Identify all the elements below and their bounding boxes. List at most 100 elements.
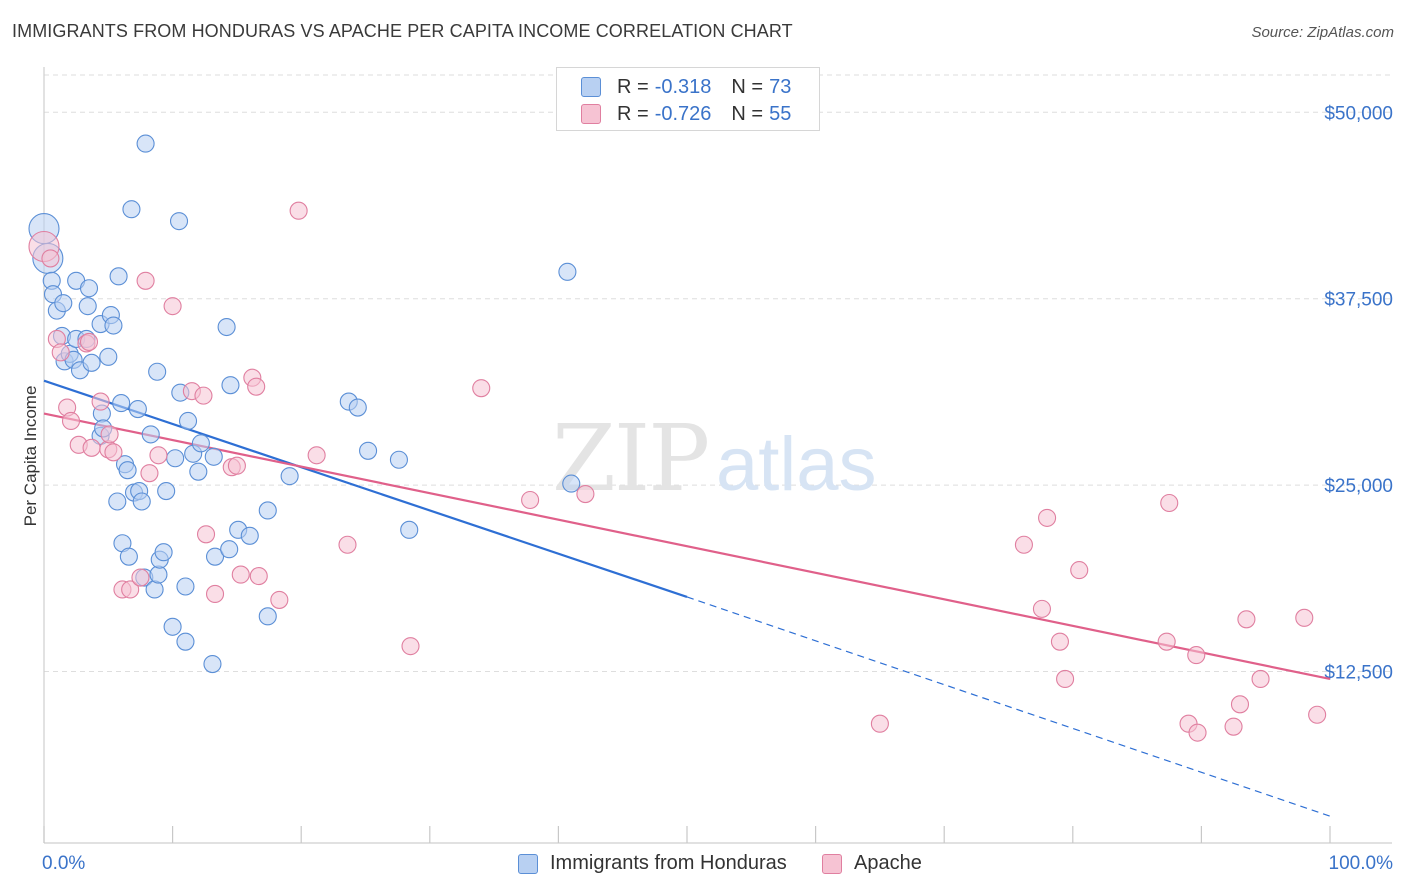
apache-point xyxy=(196,525,216,544)
apache-point xyxy=(1188,723,1207,742)
honduras-point xyxy=(104,316,123,335)
legend-swatch-blue xyxy=(518,853,538,874)
honduras-point xyxy=(78,297,97,316)
apache-point xyxy=(82,438,101,457)
apache-point xyxy=(270,590,289,609)
honduras-point xyxy=(112,394,131,413)
honduras-point xyxy=(108,492,127,511)
apache-point xyxy=(289,201,308,220)
honduras-point xyxy=(191,434,210,453)
legend-r-label: R = xyxy=(617,75,649,98)
apache-point xyxy=(1251,669,1270,689)
honduras-point xyxy=(118,461,137,480)
apache-point xyxy=(1032,599,1051,618)
honduras-point xyxy=(205,547,225,566)
apache-point xyxy=(149,446,168,465)
legend-row-apache: R = -0.726 N = 55 xyxy=(581,101,791,127)
apache-point xyxy=(140,464,159,483)
honduras-point xyxy=(389,450,408,469)
apache-point xyxy=(227,456,246,475)
y-tick-label: $37,500 xyxy=(1324,290,1393,311)
apache-point xyxy=(1237,610,1256,629)
legend-r-value: -0.726 xyxy=(654,102,712,125)
honduras-point xyxy=(169,212,189,231)
chart-title: IMMIGRANTS FROM HONDURAS VS APACHE PER C… xyxy=(12,21,793,41)
watermark-atlas: atlas xyxy=(716,422,877,507)
series-legend-apache[interactable]: Apache xyxy=(822,852,922,875)
apache-point xyxy=(307,446,326,465)
legend-series-label: Apache xyxy=(854,852,922,874)
apache-point xyxy=(472,379,491,398)
honduras-point xyxy=(221,376,240,395)
apache-point xyxy=(41,249,60,268)
apache-point xyxy=(136,271,155,290)
apache-point xyxy=(194,386,213,405)
apache-point xyxy=(1160,493,1179,513)
apache-point xyxy=(91,392,110,411)
apache-point xyxy=(1157,632,1176,651)
honduras-point xyxy=(163,617,182,636)
trend-lines xyxy=(43,379,1331,817)
tick-labels: $12,500 $25,000 $37,500 $50,000 0.0% 100.0% xyxy=(42,103,1393,874)
legend-row-honduras: R = -0.318 N = 73 xyxy=(581,74,791,100)
apache-point xyxy=(104,443,123,462)
honduras-point xyxy=(132,492,151,511)
x-tick-label: 0.0% xyxy=(42,853,85,874)
honduras-point xyxy=(178,411,198,431)
apache-point xyxy=(1050,632,1069,651)
legend-n-label: N = xyxy=(731,75,764,98)
legend-n-value: 55 xyxy=(769,102,792,125)
apache-point xyxy=(121,580,140,599)
honduras-point xyxy=(189,462,208,481)
honduras-point xyxy=(203,654,222,674)
apache-point xyxy=(100,425,119,444)
apache-point xyxy=(521,490,540,510)
honduras-point xyxy=(119,547,138,566)
honduras-trend-line xyxy=(43,379,688,598)
apache-point xyxy=(131,568,150,587)
y-axis-label: Per Capita Income xyxy=(21,386,40,527)
honduras-point xyxy=(220,540,239,559)
honduras-point xyxy=(258,501,277,520)
honduras-point xyxy=(400,520,419,539)
apache-point xyxy=(249,567,268,586)
apache-point xyxy=(1295,608,1314,627)
honduras-point xyxy=(562,474,581,493)
correlation-legend: R = -0.318 N = 73 R = -0.726 N = 55 xyxy=(556,67,820,131)
apache-point xyxy=(51,343,70,362)
y-tick-label: $50,000 xyxy=(1324,103,1393,124)
honduras-point xyxy=(148,362,167,381)
honduras-trend-extension xyxy=(686,596,1331,817)
honduras-point xyxy=(82,353,101,372)
legend-r-value: -0.318 xyxy=(654,75,712,98)
apache-point xyxy=(1308,705,1327,724)
honduras-point xyxy=(122,200,141,219)
honduras-point xyxy=(109,267,128,286)
legend-series-label: Immigrants from Honduras xyxy=(550,852,787,874)
apache-point xyxy=(205,584,225,604)
axes xyxy=(43,67,1392,844)
honduras-point xyxy=(240,526,259,545)
legend-swatch-blue xyxy=(581,77,601,97)
honduras-point xyxy=(176,577,195,596)
honduras-point xyxy=(217,317,236,337)
honduras-point xyxy=(128,399,147,419)
legend-n-value: 73 xyxy=(769,75,792,98)
apache-point xyxy=(247,377,266,396)
apache-point xyxy=(1230,695,1250,714)
series-legend-honduras[interactable]: Immigrants from Honduras xyxy=(518,852,787,875)
apache-point xyxy=(1014,535,1033,554)
honduras-point xyxy=(558,262,577,281)
honduras-point xyxy=(176,632,195,651)
legend-swatch-pink xyxy=(822,853,842,874)
honduras-point xyxy=(166,449,185,468)
y-tick-label: $25,000 xyxy=(1324,476,1393,497)
apache-trend-line xyxy=(43,412,1331,681)
apache-point xyxy=(338,535,357,554)
honduras-point xyxy=(54,294,73,313)
apache-point xyxy=(870,714,889,733)
apache-point xyxy=(163,297,182,316)
apache-point xyxy=(401,637,420,656)
honduras-point xyxy=(154,543,173,562)
legend-n-label: N = xyxy=(731,102,764,125)
